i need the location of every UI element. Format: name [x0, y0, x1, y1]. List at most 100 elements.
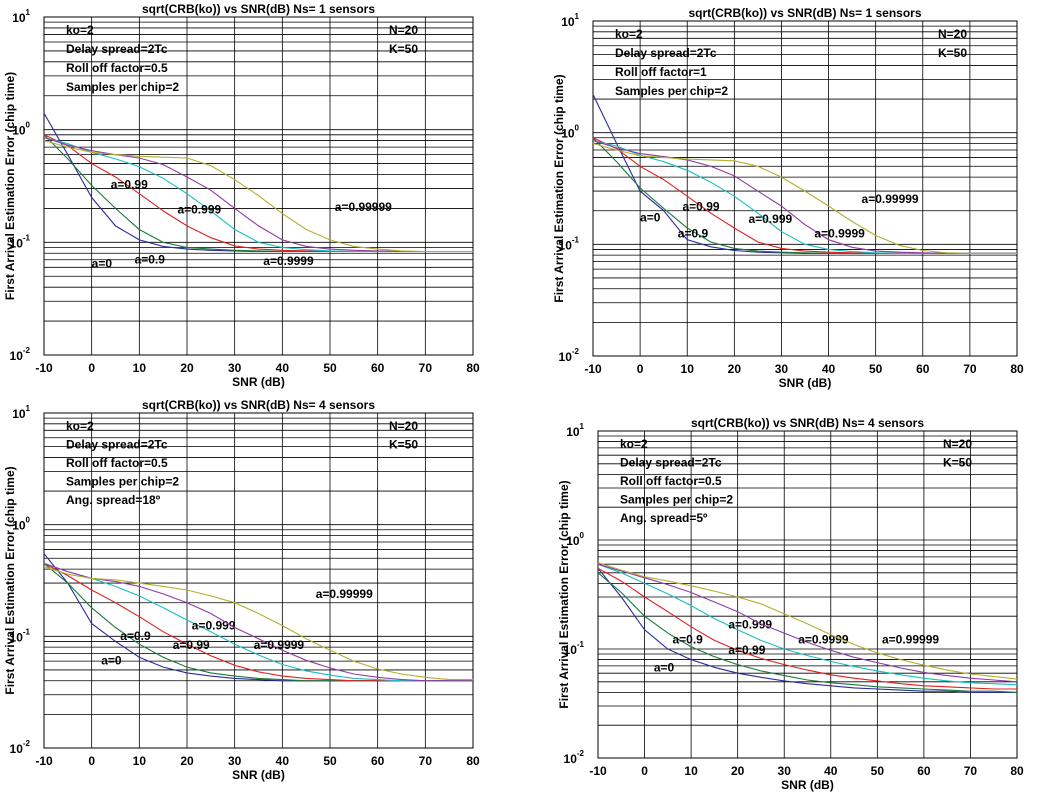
chart-panel-3: sqrt(CRB(ko)) vs SNR(dB) Ns= 4 sensors -1…: [3, 398, 480, 782]
x-axis-label: SNR (dB): [232, 768, 285, 782]
x-tick-label: 20: [728, 362, 742, 376]
series-line-5: [597, 563, 1018, 683]
series-label: a=0: [654, 661, 675, 675]
parameter-annotation: Roll off factor=0.5: [66, 61, 168, 75]
x-tick-label: 60: [371, 361, 385, 375]
parameter-annotation: N=20: [938, 27, 967, 41]
x-tick-label: 40: [822, 362, 836, 376]
x-tick-label: 80: [1010, 362, 1024, 376]
parameter-annotation: Samples per chip=2: [66, 475, 179, 489]
parameter-annotation: ko=2: [66, 23, 94, 37]
series-label: a=0.9: [135, 252, 166, 266]
parameter-annotation: K=50: [389, 42, 418, 56]
x-tick-label: 0: [641, 764, 648, 778]
x-tick-label: 40: [824, 764, 838, 778]
series-line-6: [597, 562, 1018, 680]
series-label: a=0: [92, 256, 113, 270]
x-tick-label: 70: [964, 764, 978, 778]
parameter-annotation: Roll off factor=0.5: [66, 456, 168, 470]
y-tick-label: 101: [12, 8, 30, 25]
y-tick-label: 10-1: [10, 627, 31, 644]
y-tick-label: 10-2: [559, 347, 580, 364]
parameter-annotation: Roll off factor=0.5: [620, 474, 722, 488]
parameter-annotation: K=50: [389, 438, 418, 452]
x-tick-label: 60: [916, 362, 930, 376]
parameter-annotation: Samples per chip=2: [66, 80, 179, 94]
series-line-1: [43, 112, 473, 253]
y-tick-label: 100: [12, 516, 30, 533]
parameter-annotation: N=20: [389, 23, 418, 37]
series-line-2: [592, 137, 1017, 254]
series-label: a=0.99: [728, 643, 765, 657]
series-label: a=0.99: [173, 638, 210, 652]
chart-panel-4: sqrt(CRB(ko)) vs SNR(dB) Ns= 4 sensors -1…: [557, 416, 1024, 792]
x-tick-label: 80: [466, 361, 480, 375]
x-tick-label: 20: [180, 361, 194, 375]
x-tick-label: 0: [88, 754, 95, 768]
plot-frame: [43, 412, 474, 749]
plot-frame: [43, 16, 474, 356]
y-tick-label: 10-2: [10, 739, 31, 756]
y-axis-label: First Arrival Estimation Error (chip tim…: [3, 72, 17, 300]
series-label: a=0.9999: [814, 227, 865, 241]
series-label: a=0.9999: [263, 254, 314, 268]
y-tick-label: 100: [566, 531, 584, 548]
series-label: a=0: [640, 211, 661, 225]
y-axis-label: First Arrival Estimation Error (chip tim…: [3, 466, 17, 694]
x-tick-label: -10: [584, 362, 602, 376]
y-tick-label: 101: [561, 12, 579, 29]
y-tick-label: 101: [566, 422, 584, 439]
x-tick-label: 50: [323, 361, 337, 375]
series-line-1: [592, 94, 1017, 254]
x-tick-label: 70: [963, 362, 977, 376]
series-label: a=0.999: [728, 617, 772, 631]
y-tick-label: 100: [561, 124, 579, 141]
chart-title: sqrt(CRB(ko)) vs SNR(dB) Ns= 4 sensors: [691, 416, 924, 430]
series-line-3: [597, 567, 1017, 690]
parameter-annotation: ko=2: [66, 419, 94, 433]
parameter-annotation: ko=2: [620, 437, 648, 451]
parameter-annotation: N=20: [389, 419, 418, 433]
chart-title: sqrt(CRB(ko)) vs SNR(dB) Ns= 1 sensors: [688, 6, 921, 20]
y-axis-label: First Arrival Estimation Error (chip tim…: [557, 480, 571, 708]
series-line-2: [43, 134, 473, 253]
x-axis-label: SNR (dB): [779, 376, 832, 390]
chart-title: sqrt(CRB(ko)) vs SNR(dB) Ns= 4 sensors: [142, 398, 375, 412]
y-tick-label: 10-1: [564, 640, 585, 657]
parameter-annotation: K=50: [943, 456, 972, 470]
x-tick-label: 70: [419, 754, 433, 768]
x-tick-label: 30: [775, 362, 789, 376]
parameter-annotation: K=50: [938, 46, 967, 60]
parameter-annotation: ko=2: [615, 27, 643, 41]
parameter-annotation: Samples per chip=2: [620, 493, 733, 507]
series-line-5: [43, 562, 473, 682]
series-label: a=0.99: [111, 178, 148, 192]
y-tick-label: 10-2: [10, 346, 31, 363]
series-line-1: [597, 567, 1017, 693]
series-label: a=0.99999: [882, 633, 939, 647]
parameter-annotation: Ang. spread=5º: [620, 511, 708, 525]
y-tick-label: 10-1: [559, 235, 580, 252]
y-tick-label: 10-2: [564, 749, 585, 766]
parameter-annotation: N=20: [943, 437, 972, 451]
series-line-2: [597, 572, 1018, 693]
series-line-3: [592, 137, 1017, 254]
parameter-annotation: Roll off factor=1: [615, 65, 707, 79]
x-tick-label: 20: [731, 764, 745, 778]
series-label: a=0.99: [683, 200, 720, 214]
series-label: a=0.9: [120, 629, 151, 643]
x-axis-label: SNR (dB): [781, 778, 834, 792]
x-tick-label: 0: [637, 362, 644, 376]
plot-frame: [597, 430, 1018, 759]
x-tick-label: 80: [1010, 764, 1024, 778]
x-tick-label: -10: [35, 754, 53, 768]
parameter-annotation: Delay spread=2Tc: [615, 46, 717, 60]
parameter-annotation: Delay spread=2Tc: [620, 456, 722, 470]
y-tick-label: 100: [12, 121, 30, 138]
x-tick-label: 40: [276, 754, 290, 768]
series-line-4: [43, 562, 473, 682]
series-line-5: [592, 139, 1017, 254]
chart-panel-1: sqrt(CRB(ko)) vs SNR(dB) Ns= 1 sensors -1…: [3, 2, 480, 389]
x-tick-label: 70: [419, 361, 433, 375]
